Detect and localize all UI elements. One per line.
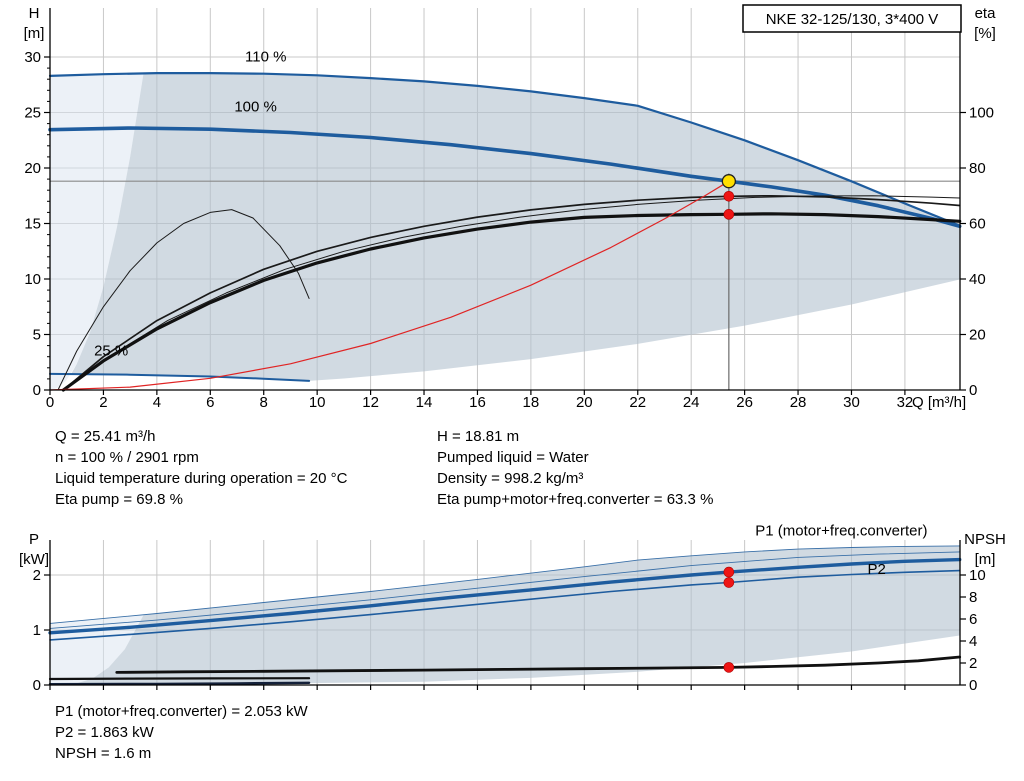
left-tick-label: 10 bbox=[24, 271, 41, 288]
curve-label: 110 % bbox=[245, 48, 286, 65]
left-axis-unit: [kW] bbox=[19, 551, 49, 568]
right-tick-label: 4 bbox=[969, 633, 977, 650]
info-line-liquid: Pumped liquid = Water bbox=[437, 449, 589, 466]
right-tick-label: 10 bbox=[969, 567, 986, 584]
pump-type-label: NKE 32-125/130, 3*400 V bbox=[766, 11, 939, 28]
curve-npsh-low-speed bbox=[48, 677, 311, 681]
curve-head-100pct bbox=[48, 126, 962, 229]
info-line-eta-pump: Eta pump = 69.8 % bbox=[55, 491, 183, 508]
x-tick-label: 28 bbox=[790, 394, 807, 411]
curve-p1-mid-thin bbox=[49, 551, 961, 629]
duty-info-left-column: Q = 25.41 m³/h n = 100 % / 2901 rpm Liqu… bbox=[55, 426, 347, 510]
curve-label: 100 % bbox=[234, 98, 277, 115]
right-tick-label: 40 bbox=[969, 271, 986, 288]
duty-point-marker bbox=[721, 174, 737, 189]
curve-eta-pump-low-speed bbox=[57, 209, 310, 391]
right-tick-label: 0 bbox=[969, 382, 977, 399]
curve-p2 bbox=[49, 569, 961, 641]
x-tick-label: 10 bbox=[309, 394, 326, 411]
left-tick-label: 15 bbox=[24, 216, 41, 233]
operating-dot-marker bbox=[723, 209, 735, 220]
right-axis-title: NPSH bbox=[964, 531, 1006, 548]
info-line-head: H = 18.81 m bbox=[437, 428, 520, 445]
operating-dot-marker bbox=[723, 662, 735, 673]
x-tick-label: 14 bbox=[416, 394, 433, 411]
right-tick-label: 0 bbox=[969, 677, 977, 694]
left-tick-label: 0 bbox=[33, 382, 41, 399]
curve-eta-pump-110pct bbox=[64, 195, 961, 391]
right-tick-label: 2 bbox=[969, 655, 977, 672]
left-axis-title: P bbox=[29, 531, 39, 548]
info-line-eta-total: Eta pump+motor+freq.converter = 63.3 % bbox=[437, 491, 714, 508]
curve-npsh bbox=[115, 655, 962, 674]
x-tick-label: 12 bbox=[362, 394, 379, 411]
left-axis-title: H bbox=[29, 5, 40, 22]
left-tick-label: 25 bbox=[24, 105, 41, 122]
right-tick-label: 60 bbox=[969, 216, 986, 233]
operating-dot-marker bbox=[723, 566, 735, 578]
min-flow-region bbox=[50, 73, 144, 391]
left-tick-label: 2 bbox=[33, 567, 41, 584]
x-tick-label: 32 bbox=[897, 394, 914, 411]
left-tick-label: 0 bbox=[33, 677, 41, 694]
power-info-block: P1 (motor+freq.converter) = 2.053 kW P2 … bbox=[55, 701, 308, 764]
x-tick-label: 0 bbox=[46, 394, 54, 411]
right-tick-label: 80 bbox=[969, 160, 986, 177]
right-tick-label: 8 bbox=[969, 589, 977, 606]
info-line-p2: P2 = 1.863 kW bbox=[55, 724, 154, 741]
left-tick-label: 20 bbox=[24, 160, 41, 177]
curve-label: P1 (motor+freq.converter) bbox=[755, 522, 927, 539]
operating-dot-marker bbox=[723, 577, 735, 588]
right-tick-label: 6 bbox=[969, 611, 977, 628]
curve-p1 bbox=[48, 557, 962, 635]
left-tick-label: 30 bbox=[24, 49, 41, 66]
qh-eta-chart: 0 2 4 6 8 10 12 14 16 18 20 22 24 26 28 30 32Q [m³/h]051… bbox=[24, 4, 997, 411]
info-line-flow: Q = 25.41 m³/h bbox=[55, 428, 156, 445]
right-axis-unit: [%] bbox=[974, 25, 996, 42]
left-tick-label: 5 bbox=[33, 327, 41, 344]
info-line-p1: P1 (motor+freq.converter) = 2.053 kW bbox=[55, 703, 308, 720]
left-axis-unit: [m] bbox=[24, 25, 45, 42]
curve-label: P2 bbox=[868, 561, 886, 578]
curve-p-25pct bbox=[48, 681, 311, 686]
x-tick-label: 16 bbox=[469, 394, 486, 411]
x-tick-label: 8 bbox=[260, 394, 268, 411]
curve-p1-envelope-top bbox=[49, 545, 961, 624]
power-npsh-chart: 0 1 2 0 2 4 6 8 10 P [kW] NPSH [m] P1 (motor+freq.con… bbox=[19, 522, 1006, 694]
curve-head-25pct bbox=[49, 372, 311, 382]
x-tick-label: 6 bbox=[206, 394, 214, 411]
curve-eta-total bbox=[61, 212, 962, 392]
info-line-npsh: NPSH = 1.6 m bbox=[55, 745, 152, 762]
x-axis-label: Q [m³/h] bbox=[912, 394, 966, 411]
x-tick-label: 30 bbox=[843, 394, 860, 411]
x-tick-label: 4 bbox=[153, 394, 161, 411]
right-tick-label: 100 bbox=[969, 105, 994, 122]
left-tick-label: 1 bbox=[33, 622, 41, 639]
curve-head-110pct bbox=[48, 71, 961, 227]
right-tick-label: 20 bbox=[969, 327, 986, 344]
info-line-speed: n = 100 % / 2901 rpm bbox=[55, 449, 199, 466]
right-axis-unit: [m] bbox=[975, 551, 996, 568]
curve-eta-pump-100pct bbox=[62, 194, 961, 391]
x-tick-label: 26 bbox=[736, 394, 753, 411]
x-tick-label: 20 bbox=[576, 394, 593, 411]
curve-label: 25 % bbox=[94, 343, 128, 360]
pump-type-box bbox=[742, 4, 962, 33]
x-tick-label: 18 bbox=[523, 394, 540, 411]
right-axis-title: eta bbox=[975, 5, 997, 22]
operating-dot-marker bbox=[723, 191, 735, 202]
duty-info-right-column: H = 18.81 m Pumped liquid = Water Densit… bbox=[437, 426, 713, 510]
curve-control-curve bbox=[49, 180, 730, 391]
power-envelope bbox=[76, 545, 960, 684]
x-tick-label: 2 bbox=[99, 394, 107, 411]
operating-envelope bbox=[71, 73, 960, 381]
x-tick-label: 22 bbox=[629, 394, 646, 411]
info-line-temperature: Liquid temperature during operation = 20… bbox=[55, 470, 348, 487]
x-tick-label: 24 bbox=[683, 394, 700, 411]
info-line-density: Density = 998.2 kg/m³ bbox=[437, 470, 584, 487]
